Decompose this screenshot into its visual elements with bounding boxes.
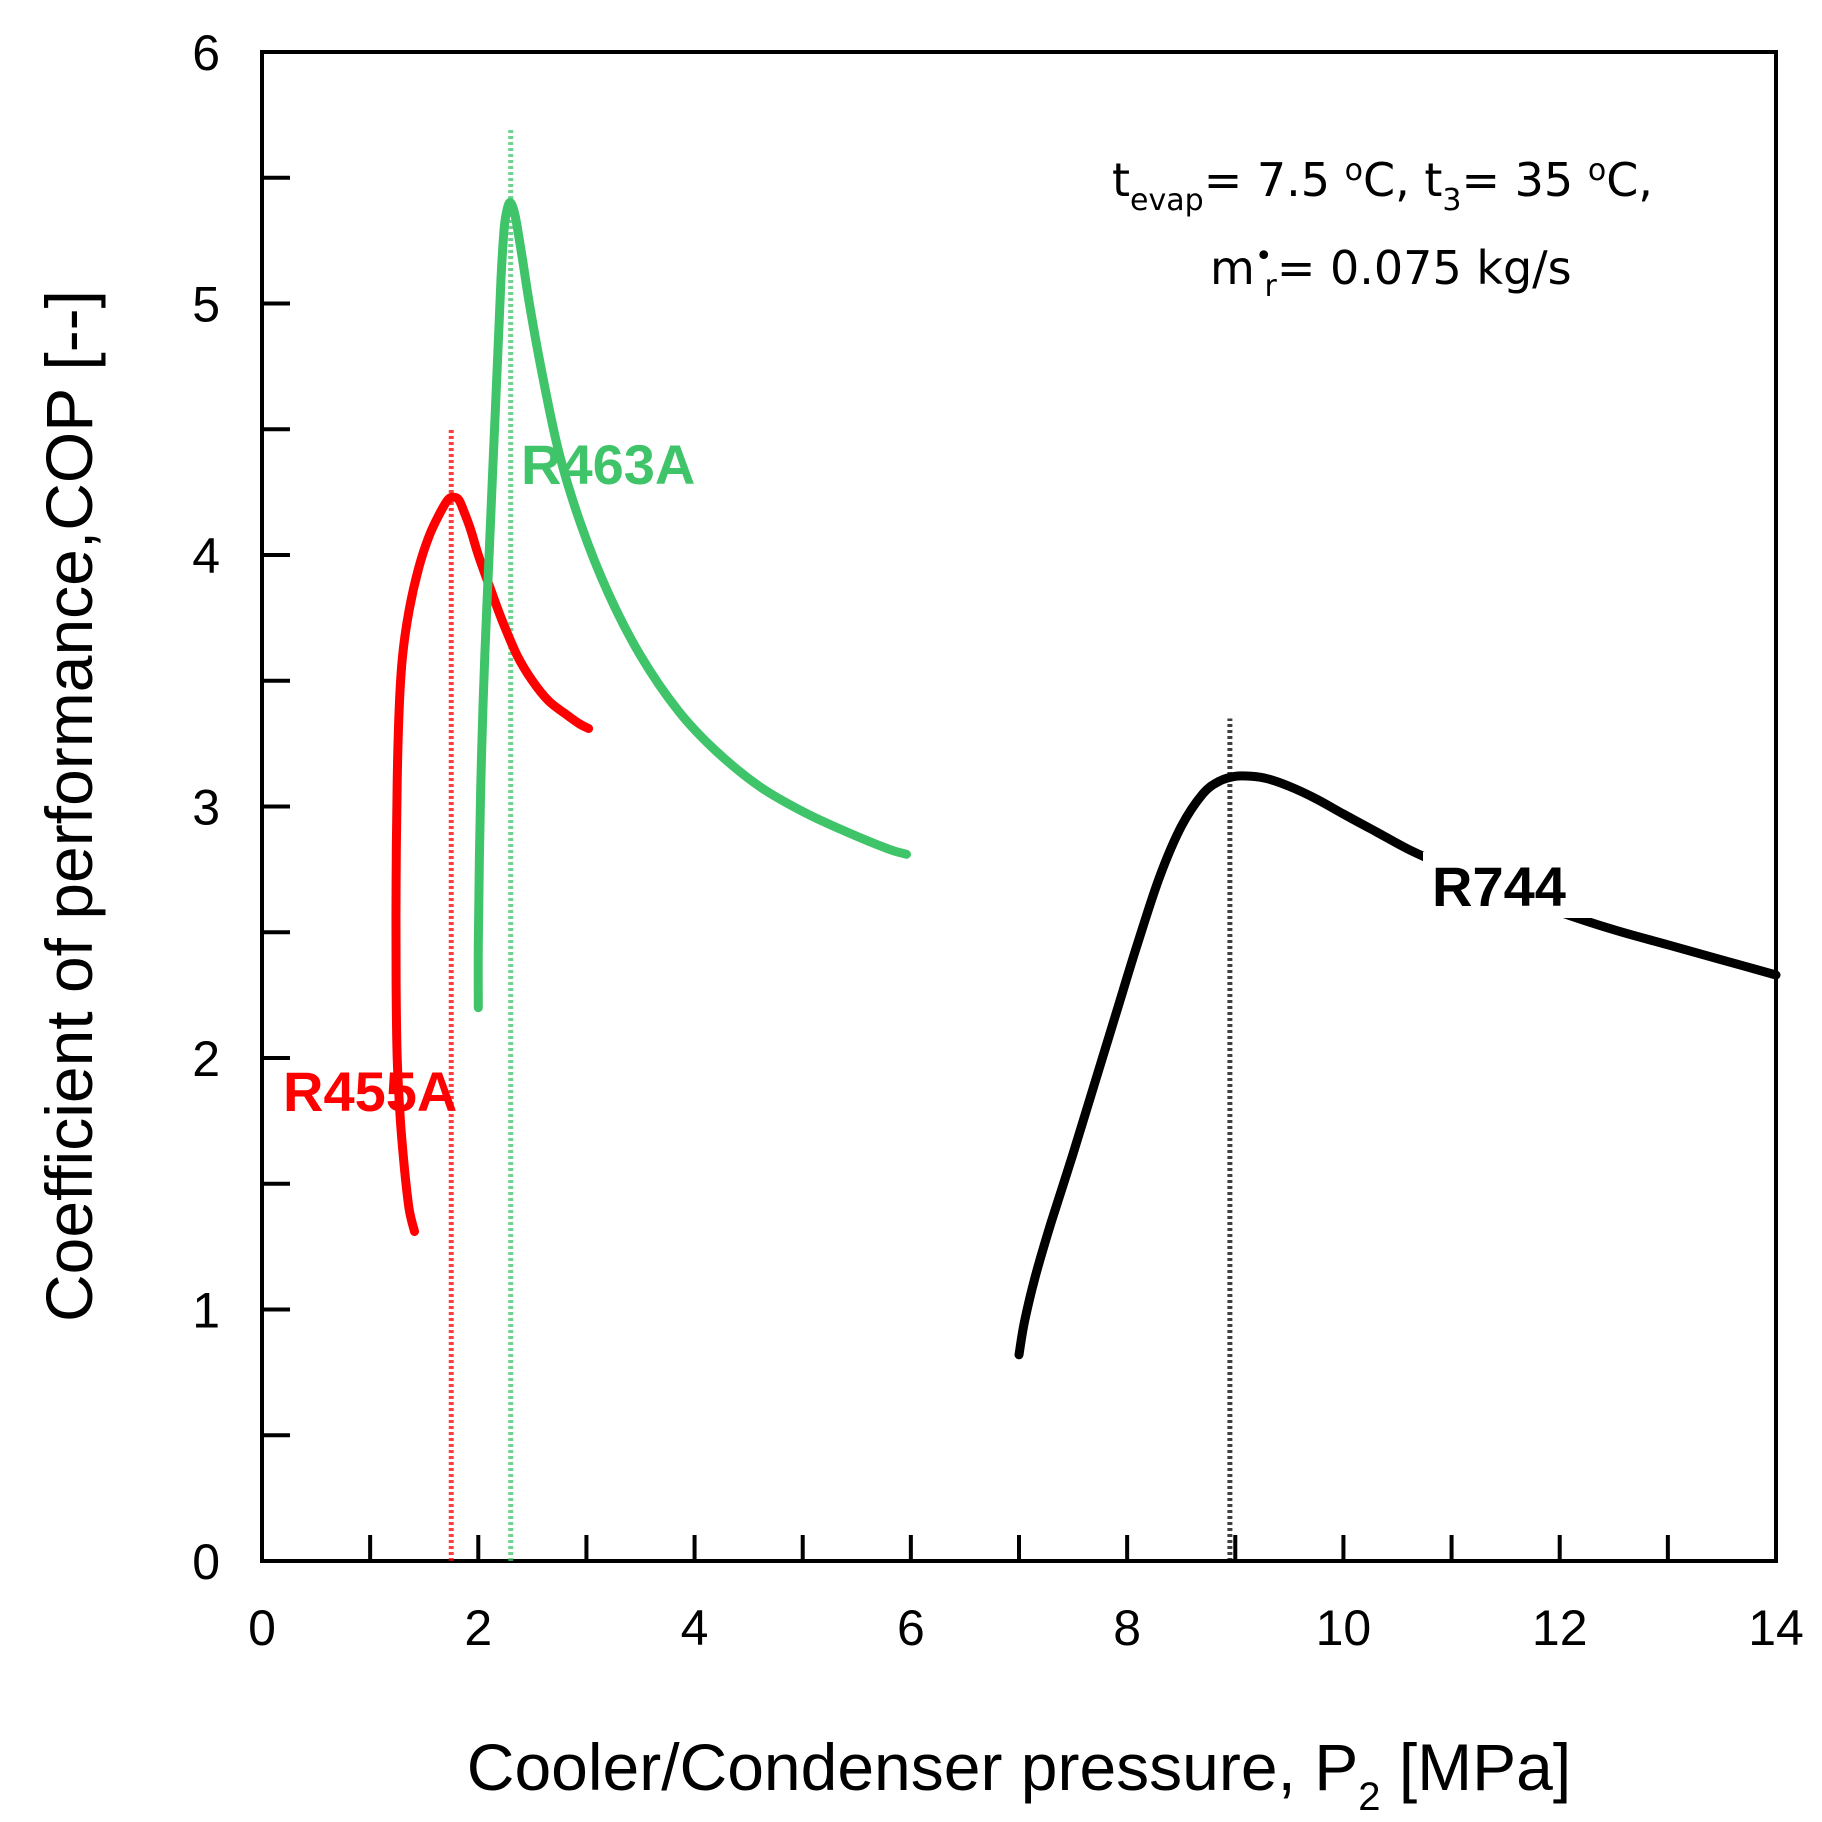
optimum-reference-lines (448, 127, 1233, 1561)
series-line-r455a (391, 492, 594, 1236)
y-tick-label: 3 (192, 780, 220, 836)
series-label-r455a: R455A (283, 1060, 457, 1123)
conditions-line-1: tevap= 7.5 oC, t3= 35 oC, (1112, 153, 1653, 218)
x-tick-label: 12 (1532, 1600, 1588, 1656)
series-label-r744: R744 (1432, 855, 1566, 918)
y-tick-label: 6 (192, 25, 220, 81)
x-axis-title: Cooler/Condenser pressure, P2 [MPa] (467, 1730, 1571, 1819)
x-tick-label: 14 (1748, 1600, 1804, 1656)
x-tick-label: 8 (1113, 1600, 1141, 1656)
series-label-r463a: R463A (521, 433, 695, 496)
x-tick-label: 2 (464, 1600, 492, 1656)
conditions-line-2: m• r= 0.075 kg/s (1210, 239, 1572, 304)
y-axis-title: Coefficient of performance,COP [--] (32, 290, 106, 1322)
y-tick-label: 2 (192, 1031, 220, 1087)
y-tick-label: 0 (192, 1534, 220, 1590)
y-tick-label: 5 (192, 277, 220, 333)
series-label-r744-backdrop (1423, 852, 1593, 918)
series-line-r463a (473, 198, 911, 1013)
y-tick-label: 4 (192, 528, 220, 584)
x-tick-label: 4 (681, 1600, 709, 1656)
y-tick-label: 1 (192, 1283, 220, 1339)
x-tick-label: 0 (248, 1600, 276, 1656)
x-tick-label: 10 (1316, 1600, 1372, 1656)
x-tick-label: 6 (897, 1600, 925, 1656)
